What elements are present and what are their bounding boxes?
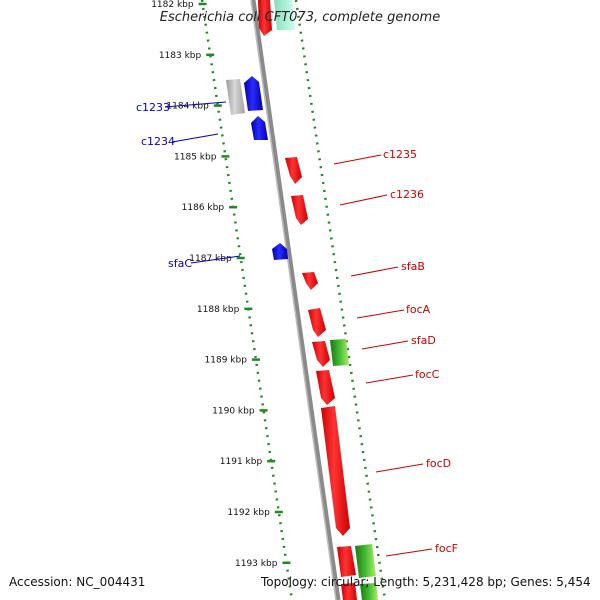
- gene-arrow-c1234: [251, 116, 268, 140]
- leader-focA: [356, 309, 405, 319]
- ruler-label: 1183 kbp: [159, 51, 202, 61]
- map-title: Escherichia coli CFT073, complete genome: [159, 10, 441, 25]
- left-dotted-track: [200, 0, 294, 600]
- gene-label-focD: focD: [426, 457, 451, 470]
- label-leaders: [164, 101, 433, 557]
- gene-label-c1234: c1234: [141, 135, 175, 148]
- gene-arrow-c1236: [291, 195, 308, 225]
- gene-label-focF: focF: [435, 542, 458, 555]
- genome-backbone: [250, 0, 341, 600]
- gene-label-focC: focC: [415, 368, 440, 381]
- ruler-label: 1189 kbp: [205, 356, 248, 366]
- gene-arrow-sfaD: [312, 341, 330, 367]
- gene-label-focA: focA: [406, 303, 431, 316]
- gene-label-sfaD: sfaD: [411, 334, 436, 347]
- genome-backbone-highlight: [250, 0, 337, 600]
- gene-arrow-focD: [321, 406, 350, 536]
- gene-arrow-top-red: [258, 0, 272, 36]
- gene-arrow-c1233: [244, 76, 263, 111]
- ruler-label: 1192 kbp: [227, 508, 270, 518]
- leader-focF: [385, 548, 433, 557]
- gene-block-top-teal: [274, 0, 295, 30]
- gene-arrow-c1235: [285, 157, 302, 184]
- leader-c1233: [164, 101, 227, 108]
- right-dotted-track: [294, 0, 387, 600]
- ruler-labels: 1182 kbp 1183 kbp 1184 kbp 1185 kbp 1186 kbp…: [151, 0, 278, 569]
- leader-focD: [375, 463, 424, 473]
- leader-c1236: [339, 194, 388, 206]
- gene-label-c1233: c1233: [136, 101, 170, 114]
- ruler-label: 1182 kbp: [151, 0, 194, 10]
- ruler-ticks: [198, 2, 291, 565]
- gene-label-c1236: c1236: [390, 188, 424, 201]
- accession-text: Accession: NC_004431: [9, 575, 146, 589]
- ruler-label: 1185 kbp: [174, 152, 217, 162]
- gene-block-c1233-grey: [226, 79, 245, 115]
- leader-focC: [365, 374, 414, 384]
- leader-c1235: [333, 154, 382, 165]
- gene-block-focF-green: [355, 544, 376, 578]
- gene-arrow-sfaC: [272, 243, 288, 260]
- gene-label-sfaB: sfaB: [401, 260, 425, 273]
- gene-block-sfaD-green: [330, 339, 349, 366]
- ruler-label: 1190 kbp: [212, 406, 255, 416]
- leader-sfaD: [361, 340, 409, 350]
- ruler-label: 1188 kbp: [197, 305, 240, 315]
- leader-c1234: [171, 133, 219, 143]
- gene-block-bottom-green: [360, 583, 378, 600]
- ruler-label: 1186 kbp: [182, 203, 225, 213]
- gene-label-c1235: c1235: [383, 148, 417, 161]
- ruler-label: 1191 kbp: [220, 457, 263, 467]
- genome-summary-text: Topology: circular; Length: 5,231,428 bp…: [261, 575, 591, 589]
- ruler-label: 1187 kbp: [189, 254, 232, 264]
- gene-arrow-focC: [316, 370, 335, 405]
- gene-features: [226, 0, 378, 600]
- gene-arrow-sfaB: [302, 272, 318, 290]
- gene-arrow-focF: [337, 546, 356, 577]
- gene-arrow-focA: [308, 308, 326, 337]
- ruler-label: 1184 kbp: [166, 102, 209, 112]
- gene-arrow-bottom-red: [341, 583, 357, 600]
- gene-labels: c1233 c1234 sfaC c1235 c1236 sfaB focA s…: [136, 101, 458, 555]
- ruler-label: 1193 kbp: [235, 559, 278, 569]
- leader-sfaC: [190, 255, 241, 264]
- gene-label-sfaC: sfaC: [168, 257, 192, 270]
- leader-sfaB: [350, 266, 399, 277]
